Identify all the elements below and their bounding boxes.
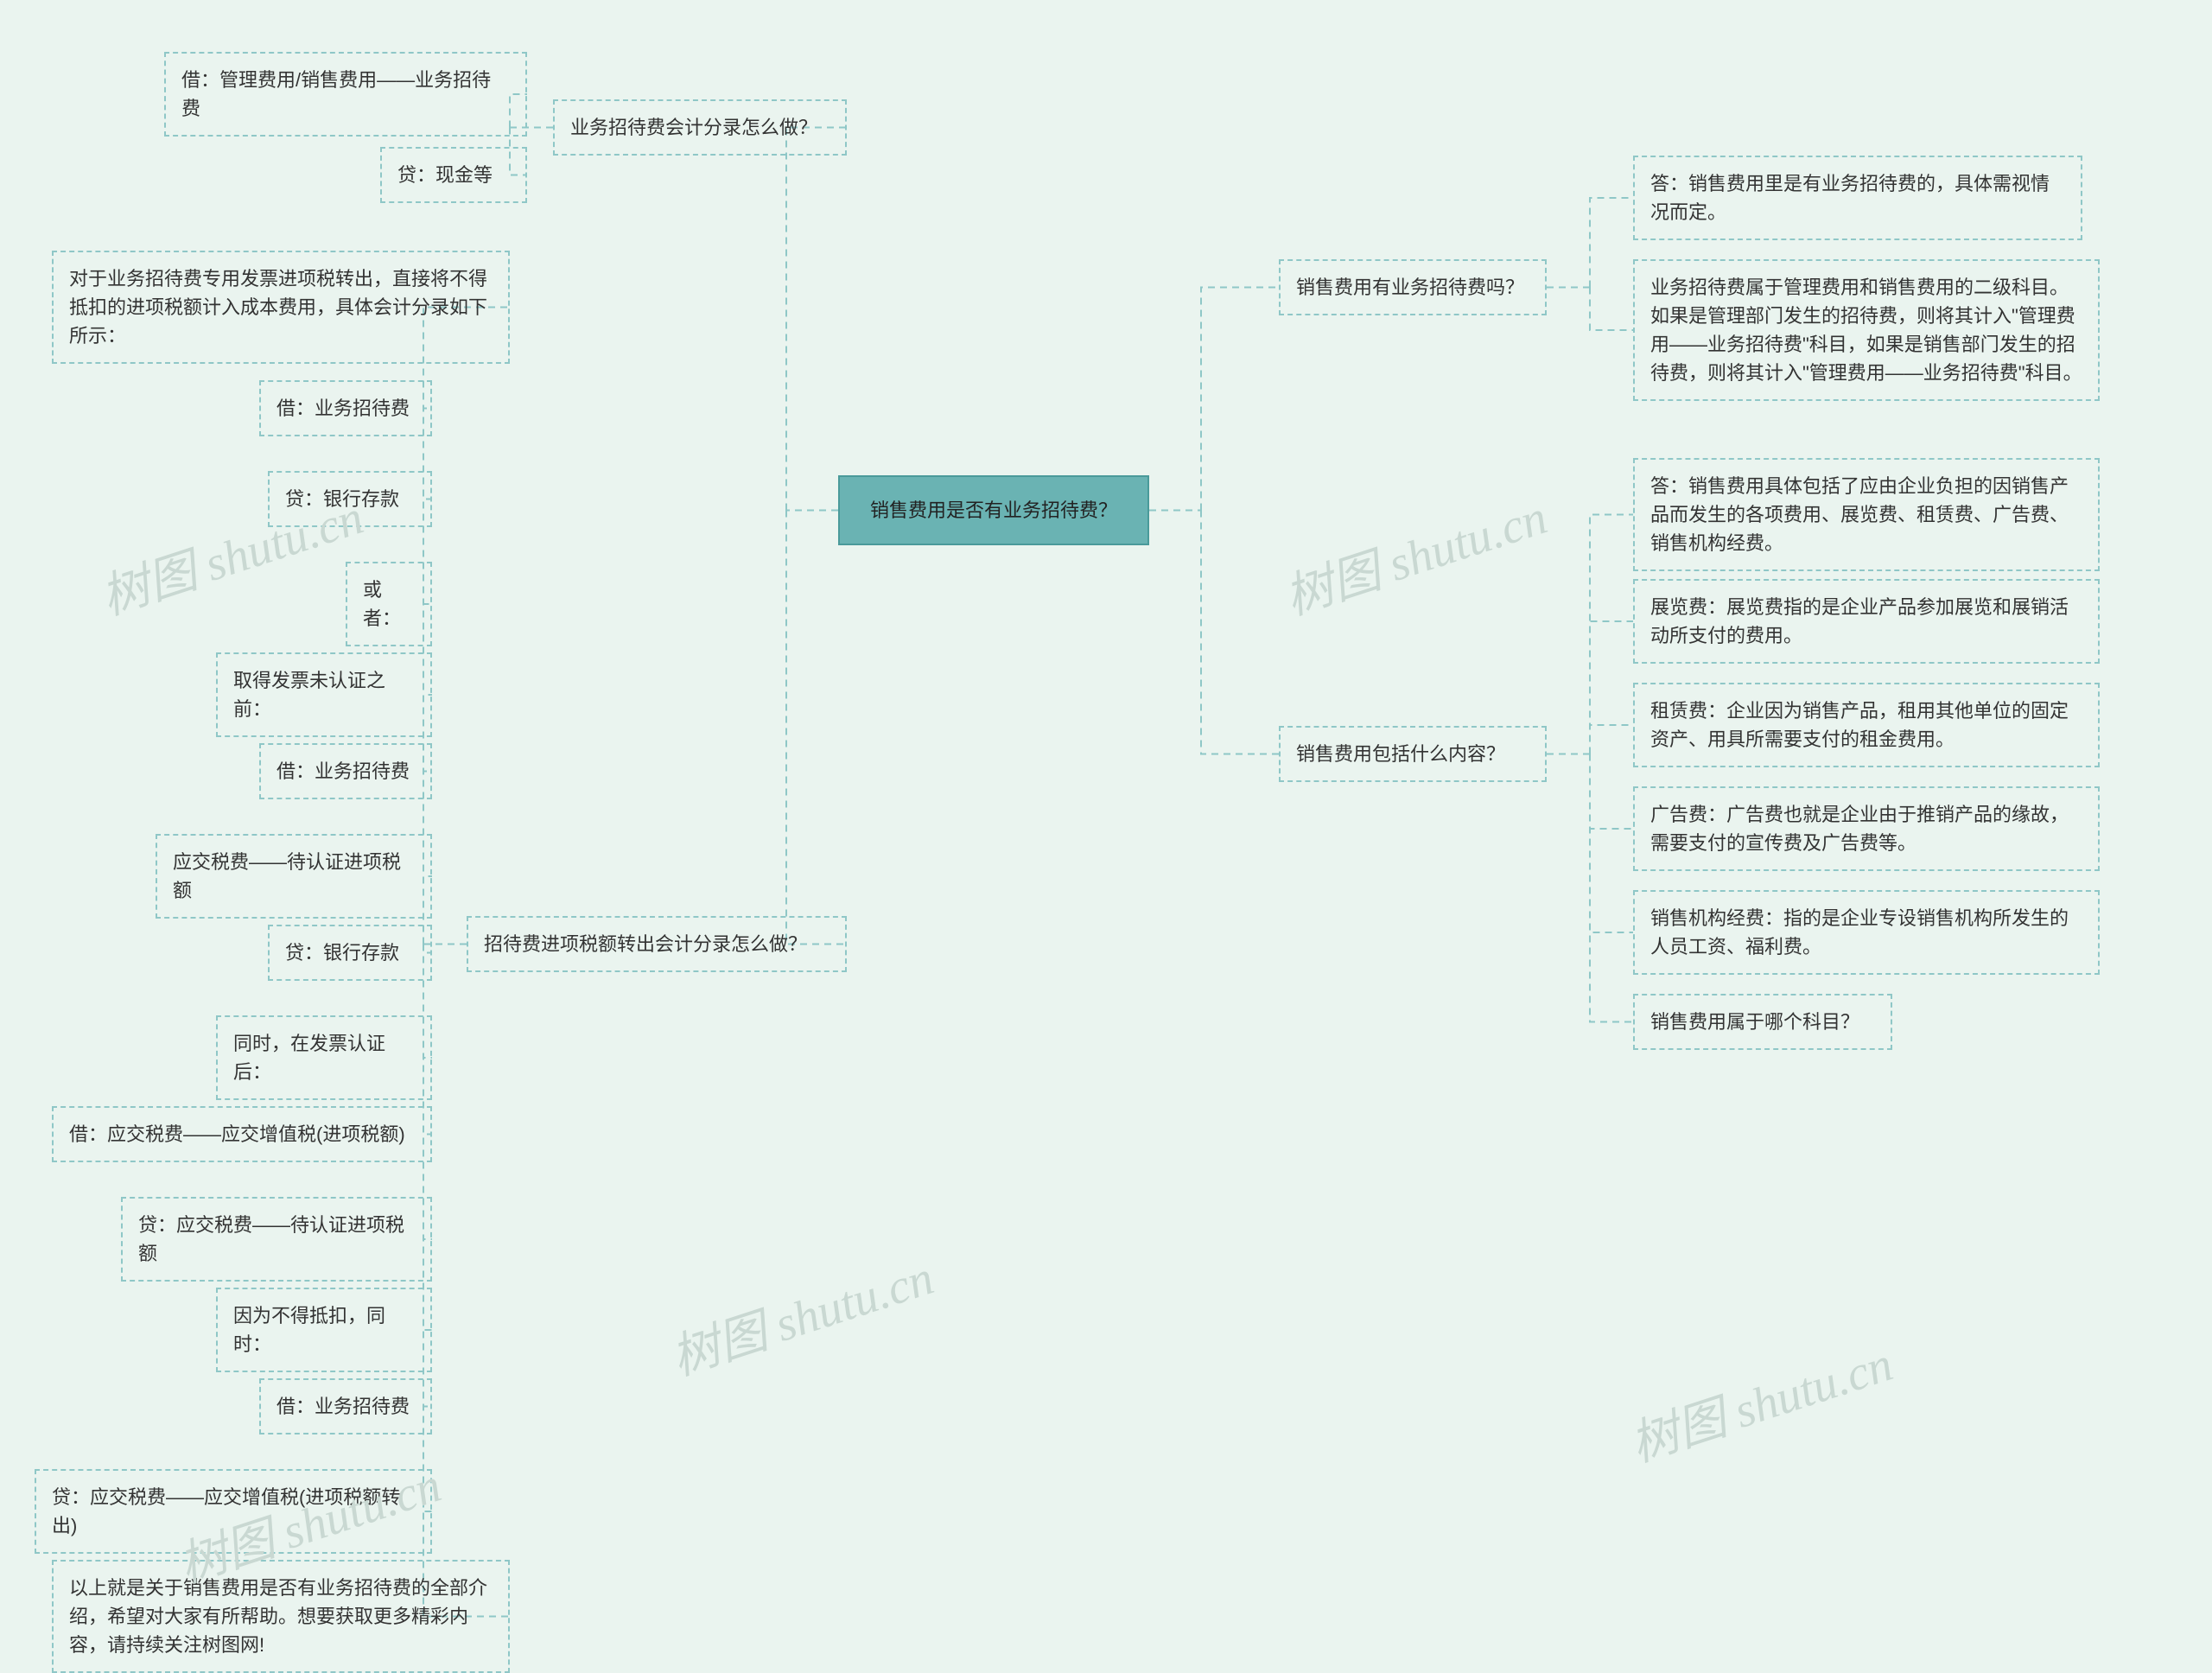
leaf-node: 取得发票未认证之前：	[216, 652, 432, 737]
branch-r1: 销售费用有业务招待费吗？	[1279, 259, 1547, 315]
branch-l1: 业务招待费会计分录怎么做？	[553, 99, 847, 156]
leaf-node: 广告费：广告费也就是企业由于推销产品的缘故，需要支付的宣传费及广告费等。	[1633, 786, 2100, 871]
leaf-node: 答：销售费用具体包括了应由企业负担的因销售产品而发生的各项费用、展览费、租赁费、…	[1633, 458, 2100, 571]
leaf-node: 应交税费——待认证进项税额	[156, 834, 432, 919]
root-node: 销售费用是否有业务招待费？	[838, 475, 1149, 545]
leaf-node: 销售费用属于哪个科目？	[1633, 994, 1892, 1050]
branch-label: 销售费用包括什么内容？	[1296, 743, 1505, 765]
root-text: 销售费用是否有业务招待费？	[870, 499, 1117, 521]
leaf-node: 或者：	[346, 562, 432, 646]
leaf-node: 对于业务招待费专用发票进项税转出，直接将不得抵扣的进项税额计入成本费用，具体会计…	[52, 251, 510, 364]
leaf-node: 贷：现金等	[380, 147, 527, 203]
leaf-node: 答：销售费用里是有业务招待费的，具体需视情况而定。	[1633, 156, 2082, 240]
leaf-node: 借：业务招待费	[259, 380, 432, 436]
leaf-node: 贷：应交税费——待认证进项税额	[121, 1197, 432, 1282]
leaf-node: 借：业务招待费	[259, 743, 432, 799]
leaf-node: 租赁费：企业因为销售产品，租用其他单位的固定资产、用具所需要支付的租金费用。	[1633, 683, 2100, 767]
leaf-node: 业务招待费属于管理费用和销售费用的二级科目。如果是管理部门发生的招待费，则将其计…	[1633, 259, 2100, 401]
leaf-node: 借：管理费用/销售费用——业务招待费	[164, 52, 527, 137]
leaf-node: 贷：银行存款	[268, 925, 432, 981]
branch-r2: 销售费用包括什么内容？	[1279, 726, 1547, 782]
watermark: 树图 shutu.cn	[1274, 478, 1554, 628]
leaf-node: 销售机构经费：指的是企业专设销售机构所发生的人员工资、福利费。	[1633, 890, 2100, 975]
branch-label: 业务招待费会计分录怎么做？	[570, 117, 817, 138]
leaf-node: 因为不得抵扣，同时：	[216, 1288, 432, 1372]
watermark: 树图 shutu.cn	[661, 1238, 941, 1389]
leaf-node: 以上就是关于销售费用是否有业务招待费的全部介绍，希望对大家有所帮助。想要获取更多…	[52, 1560, 510, 1673]
branch-l2: 招待费进项税额转出会计分录怎么做？	[467, 916, 847, 972]
leaf-node: 借：应交税费——应交增值税(进项税额)	[52, 1106, 432, 1162]
branch-label: 销售费用有业务招待费吗？	[1296, 277, 1524, 298]
leaf-node: 同时，在发票认证后：	[216, 1015, 432, 1100]
watermark: 树图 shutu.cn	[1620, 1325, 1900, 1475]
leaf-node: 展览费：展览费指的是企业产品参加展览和展销活动所支付的费用。	[1633, 579, 2100, 664]
leaf-node: 借：业务招待费	[259, 1378, 432, 1434]
leaf-node: 贷：银行存款	[268, 471, 432, 527]
branch-label: 招待费进项税额转出会计分录怎么做？	[484, 933, 807, 955]
leaf-node: 贷：应交税费——应交增值税(进项税额转出)	[35, 1469, 432, 1554]
